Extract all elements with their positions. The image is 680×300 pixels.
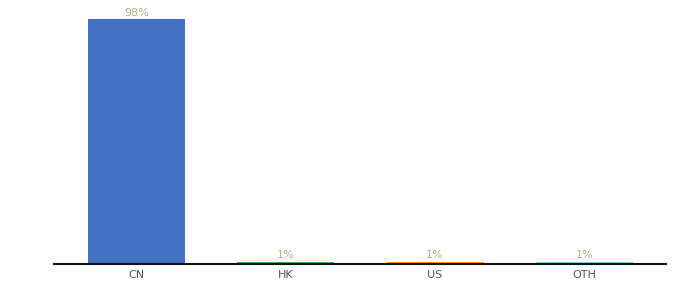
Bar (237, 262, 335, 264)
Text: 1%: 1% (575, 250, 593, 260)
Bar (536, 262, 633, 264)
Text: 98%: 98% (124, 8, 149, 18)
Text: 1%: 1% (426, 250, 444, 260)
Bar (88, 20, 185, 264)
Text: 1%: 1% (277, 250, 294, 260)
Bar (386, 262, 483, 264)
